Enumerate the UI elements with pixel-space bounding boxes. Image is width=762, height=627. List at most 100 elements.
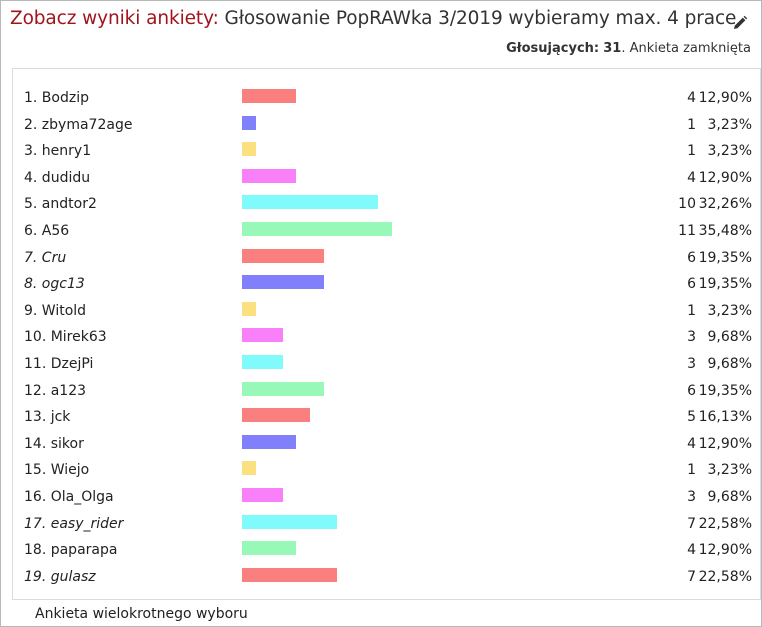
result-row: 4. dudidu 4 12,90% — [13, 167, 760, 193]
vote-count: 3 — [687, 329, 696, 346]
result-bar — [242, 434, 297, 449]
vote-percent: 35,48% — [698, 223, 752, 239]
result-bar — [242, 275, 324, 290]
option-label: 2. zbyma72age — [24, 116, 133, 133]
poll-title-prefix: Zobacz wyniki ankiety: — [10, 8, 219, 29]
option-label: 1. Bodzip — [24, 90, 89, 106]
result-row: 7. Cru 6 19,35% — [13, 247, 760, 273]
result-row: 3. henry1 1 3,23% — [13, 140, 760, 166]
result-row: 1. Bodzip 4 12,90% — [13, 87, 760, 113]
vote-count: 7 — [687, 568, 696, 585]
poll-status: . Ankieta zamknięta — [621, 41, 751, 56]
result-bar — [242, 248, 324, 263]
result-bar — [242, 488, 283, 502]
result-row: 2. zbyma72age 1 3,23% — [13, 114, 760, 140]
result-bar — [242, 142, 256, 157]
option-label: 7. Cru — [24, 249, 67, 266]
option-label: 4. dudidu — [24, 169, 91, 186]
result-row: 12. a123 6 19,35% — [13, 380, 760, 406]
vote-percent: 3,23% — [707, 143, 752, 160]
result-row: 11. DzejPi 3 9,68% — [13, 353, 760, 379]
vote-count: 3 — [687, 356, 696, 372]
vote-percent: 19,35% — [698, 382, 752, 399]
result-row: 17. easy_rider 7 22,58% — [13, 513, 760, 539]
option-label: 9. Witold — [24, 302, 87, 319]
voters-label: Głosujących: — [506, 41, 600, 56]
result-bar — [242, 567, 338, 582]
result-row: 18. paparapa 4 12,90% — [13, 539, 760, 565]
result-row: 9. Witold 1 3,23% — [13, 300, 760, 326]
vote-percent: 9,68% — [707, 356, 752, 372]
result-bar — [242, 355, 283, 369]
option-label: 17. easy_rider — [24, 515, 124, 532]
vote-count: 4 — [687, 542, 696, 559]
vote-percent: 22,58% — [698, 568, 752, 585]
vote-percent: 12,90% — [698, 169, 752, 186]
result-bar — [242, 461, 256, 476]
option-label: 10. Mirek63 — [24, 329, 107, 346]
option-label: 19. gulasz — [24, 568, 96, 585]
vote-count: 7 — [687, 515, 696, 532]
result-bar — [242, 514, 338, 529]
vote-percent: 9,68% — [707, 489, 752, 505]
vote-percent: 3,23% — [707, 302, 752, 319]
option-label: 5. andtor2 — [24, 196, 97, 213]
voters-count: 31 — [603, 41, 622, 56]
vote-count: 10 — [678, 196, 696, 213]
result-row: 16. Ola_Olga 3 9,68% — [13, 486, 760, 512]
result-row: 5. andtor2 10 32,26% — [13, 193, 760, 219]
vote-percent: 12,90% — [698, 542, 752, 559]
vote-percent: 12,90% — [698, 90, 752, 106]
vote-percent: 16,13% — [698, 409, 752, 426]
results-list: 1. Bodzip 4 12,90% 2. zbyma72age 1 3,23% 3. he… — [12, 68, 761, 600]
result-row: 19. gulasz 7 22,58% — [13, 566, 760, 592]
vote-percent: 22,58% — [698, 515, 752, 532]
poll-title: Zobacz wyniki ankiety: Głosowanie PopRAW… — [10, 8, 736, 29]
result-bar — [242, 222, 392, 236]
pencil-icon[interactable] — [732, 15, 748, 31]
vote-count: 3 — [687, 489, 696, 505]
vote-count: 6 — [687, 276, 696, 293]
result-bar — [242, 168, 297, 183]
poll-title-name: Głosowanie PopRAWka 3/2019 wybieramy max… — [224, 8, 737, 29]
vote-percent: 3,23% — [707, 462, 752, 479]
vote-count: 1 — [687, 302, 696, 319]
option-label: 11. DzejPi — [24, 356, 94, 372]
result-row: 13. jck 5 16,13% — [13, 406, 760, 432]
vote-percent: 32,26% — [698, 196, 752, 213]
vote-count: 6 — [687, 382, 696, 399]
option-label: 14. sikor — [24, 435, 84, 452]
poll-meta: Głosujących: 31. Ankieta zamknięta — [506, 41, 751, 56]
result-bar — [242, 301, 256, 316]
option-label: 15. Wiejo — [24, 462, 90, 479]
result-bar — [242, 115, 256, 130]
result-bar — [242, 195, 378, 210]
vote-count: 5 — [687, 409, 696, 426]
option-label: 3. henry1 — [24, 143, 92, 160]
vote-count: 6 — [687, 249, 696, 266]
option-label: 12. a123 — [24, 382, 87, 399]
vote-percent: 12,90% — [698, 435, 752, 452]
result-row: 10. Mirek63 3 9,68% — [13, 326, 760, 352]
result-row: 6. A56 11 35,48% — [13, 220, 760, 246]
vote-count: 1 — [687, 143, 696, 160]
vote-percent: 9,68% — [707, 329, 752, 346]
vote-count: 11 — [678, 223, 696, 239]
vote-count: 4 — [687, 90, 696, 106]
vote-count: 1 — [687, 116, 696, 133]
vote-count: 1 — [687, 462, 696, 479]
result-row: 15. Wiejo 1 3,23% — [13, 459, 760, 485]
vote-percent: 19,35% — [698, 249, 752, 266]
vote-percent: 19,35% — [698, 276, 752, 293]
result-bar — [242, 328, 283, 343]
option-label: 8. ogc13 — [24, 276, 85, 293]
result-bar — [242, 408, 310, 423]
result-bar — [242, 89, 297, 103]
result-bar — [242, 541, 297, 556]
option-label: 13. jck — [24, 409, 71, 426]
vote-percent: 3,23% — [707, 116, 752, 133]
result-bar — [242, 381, 324, 396]
vote-count: 4 — [687, 169, 696, 186]
option-label: 6. A56 — [24, 223, 70, 239]
